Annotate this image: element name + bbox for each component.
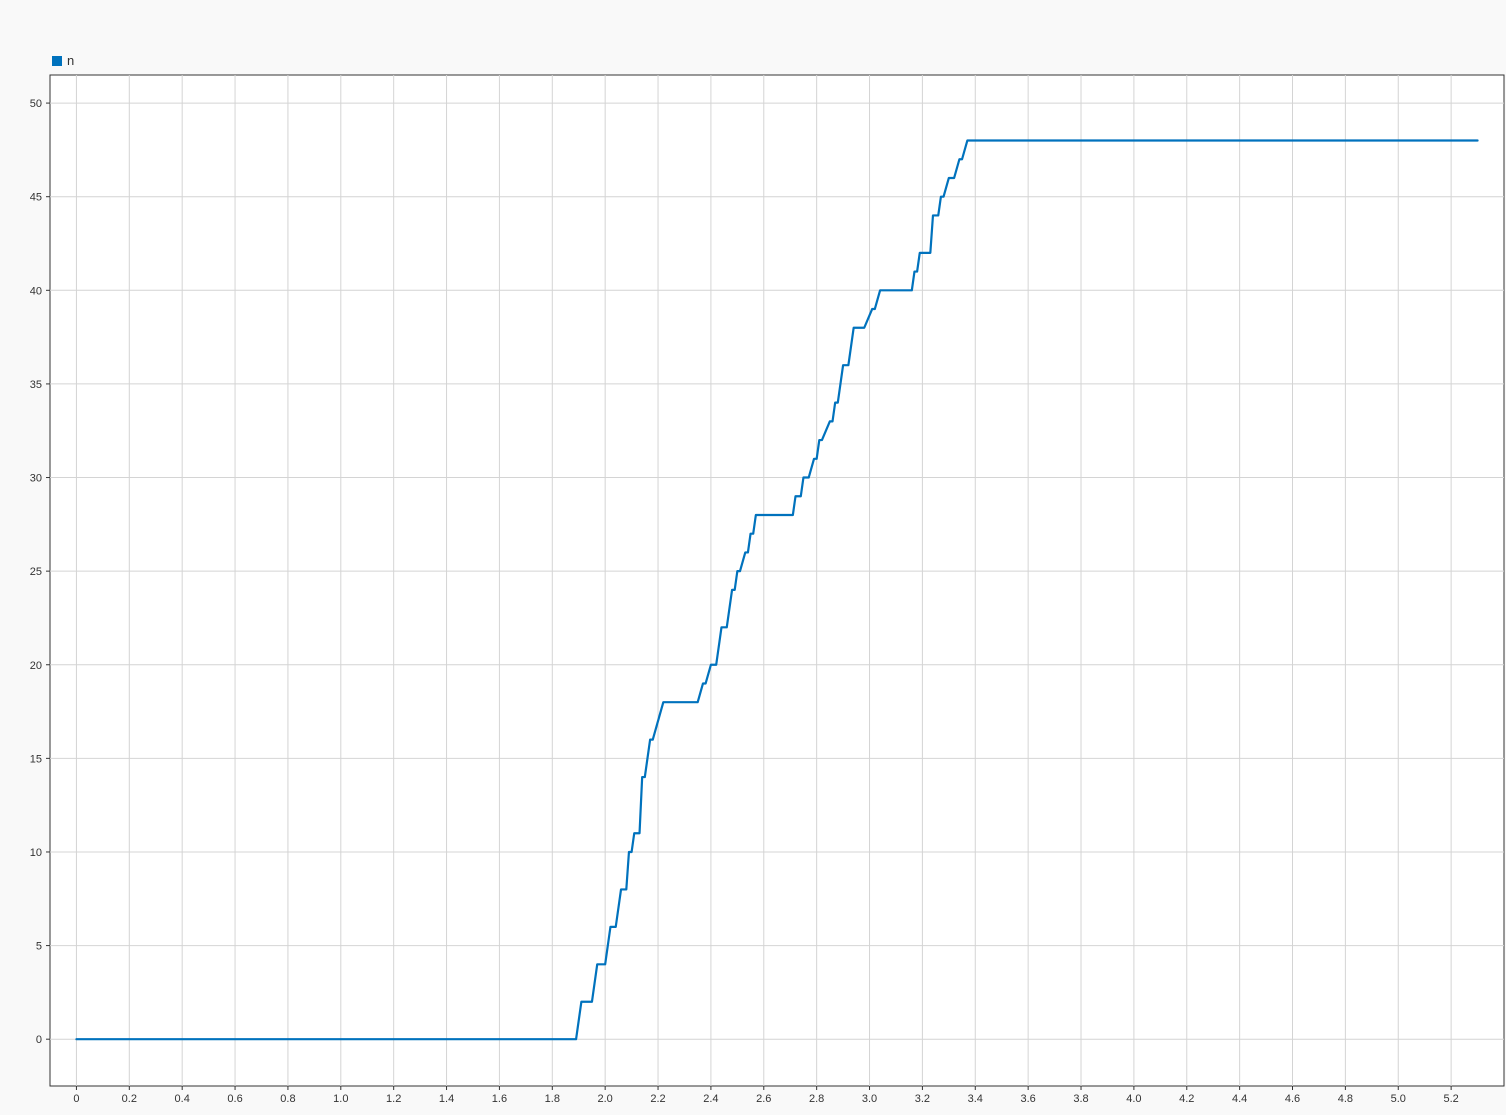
y-tick-label: 20 xyxy=(30,660,42,672)
x-tick-label: 3.0 xyxy=(862,1093,877,1105)
y-tick-label: 15 xyxy=(30,753,42,765)
x-tick-label: 0.2 xyxy=(122,1093,137,1105)
x-tick-label: 2.0 xyxy=(598,1093,613,1105)
x-tick-label: 5.0 xyxy=(1391,1093,1406,1105)
x-tick-label: 1.4 xyxy=(439,1093,454,1105)
x-tick-label: 5.2 xyxy=(1443,1093,1458,1105)
axes: 0 0.2 0.4 0.6 0.8 1.0 1.2 1.4 1.6 1.8 2.0 2.2 2.4 2.6… xyxy=(30,98,1459,1105)
x-tick-label: 0.6 xyxy=(227,1093,242,1105)
x-tick-label: 1.0 xyxy=(333,1093,348,1105)
x-tick-label: 4.2 xyxy=(1179,1093,1194,1105)
y-tick-label: 45 xyxy=(30,192,42,204)
legend[interactable]: n xyxy=(52,53,74,68)
x-tick-label: 3.4 xyxy=(968,1093,983,1105)
y-tick-label: 0 xyxy=(36,1034,42,1046)
x-tick-label: 0.4 xyxy=(175,1093,190,1105)
x-tick-label: 0 xyxy=(73,1093,79,1105)
y-tick-label: 25 xyxy=(30,566,42,578)
y-tick-label: 35 xyxy=(30,379,42,391)
x-tick-label: 4.0 xyxy=(1126,1093,1141,1105)
x-tick-label: 4.6 xyxy=(1285,1093,1300,1105)
y-tick-label: 30 xyxy=(30,473,42,485)
x-tick-label: 2.6 xyxy=(756,1093,771,1105)
x-tick-label: 0.8 xyxy=(280,1093,295,1105)
x-tick-label: 3.2 xyxy=(915,1093,930,1105)
x-tick-label: 3.8 xyxy=(1073,1093,1088,1105)
x-tick-label: 2.4 xyxy=(703,1093,718,1105)
x-tick-label: 2.8 xyxy=(809,1093,824,1105)
x-tick-label: 4.4 xyxy=(1232,1093,1247,1105)
y-tick-label: 5 xyxy=(36,941,42,953)
series-line-n xyxy=(75,139,1479,1041)
x-tick-label: 4.8 xyxy=(1338,1093,1353,1105)
grid xyxy=(50,75,1504,1086)
y-tick-label: 50 xyxy=(30,98,42,110)
x-tick-label: 1.2 xyxy=(386,1093,401,1105)
series-layer xyxy=(75,139,1479,1041)
x-tick-label: 1.8 xyxy=(545,1093,560,1105)
y-tick-label: 10 xyxy=(30,847,42,859)
legend-swatch-n xyxy=(52,55,62,66)
legend-label-n: n xyxy=(67,53,75,68)
x-tick-label: 2.2 xyxy=(650,1093,665,1105)
plot-area xyxy=(49,74,1505,1087)
x-tick-label: 1.6 xyxy=(492,1093,507,1105)
x-tick-label: 3.6 xyxy=(1020,1093,1035,1105)
y-tick-label: 40 xyxy=(30,285,42,297)
